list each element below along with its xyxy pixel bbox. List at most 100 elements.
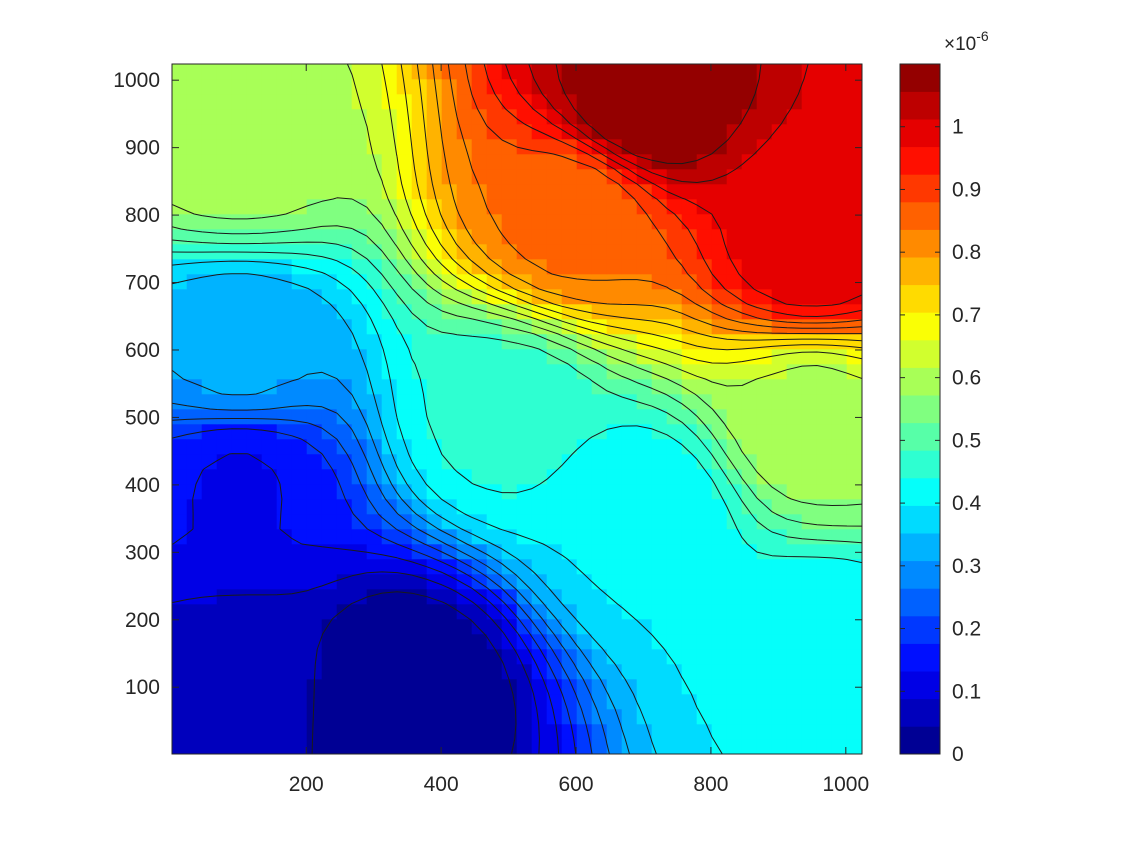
contour-band-cell: [666, 183, 683, 200]
contour-band-cell: [711, 603, 728, 620]
contour-band-cell: [516, 348, 533, 365]
contour-band-cell: [441, 663, 458, 680]
contour-band-cell: [831, 453, 848, 470]
contour-band-cell: [711, 678, 728, 695]
contour-band-cell: [606, 603, 623, 620]
contour-band-cell: [591, 273, 608, 290]
contour-band-cell: [771, 153, 788, 170]
contour-band-cell: [786, 64, 803, 80]
contour-band-cell: [696, 663, 713, 680]
contour-band-cell: [351, 303, 368, 320]
contour-band-cell: [801, 243, 818, 260]
contour-band-cell: [381, 93, 398, 110]
contour-band-cell: [726, 153, 743, 170]
contour-band-cell: [411, 168, 428, 185]
contour-band-cell: [501, 498, 518, 515]
contour-band-cell: [546, 273, 563, 290]
contour-band-cell: [786, 663, 803, 680]
contour-band-cell: [666, 663, 683, 680]
contour-band-cell: [531, 708, 548, 725]
contour-band-cell: [246, 348, 263, 365]
y-tick-label: 1000: [113, 69, 160, 92]
colorbar-tick-label: 0.2: [952, 618, 981, 641]
contour-band-cell: [591, 723, 608, 740]
contour-band-cell: [186, 573, 203, 590]
contour-band-cell: [246, 363, 263, 380]
contour-band-cell: [501, 468, 518, 485]
contour-band-cell: [606, 528, 623, 545]
contour-band-cell: [231, 78, 248, 95]
colorbar-band: [900, 63, 940, 92]
colorbar-band: [900, 118, 940, 148]
contour-band-cell: [471, 123, 488, 140]
contour-band-cell: [456, 663, 473, 680]
contour-band-cell: [276, 498, 293, 515]
contour-band-cell: [186, 198, 203, 215]
contour-band-cell: [741, 693, 758, 710]
contour-band-cell: [741, 363, 758, 380]
contour-band-cell: [696, 693, 713, 710]
contour-band-cell: [606, 93, 623, 110]
contour-band-cell: [396, 483, 413, 500]
contour-band-cell: [591, 393, 608, 410]
contour-band-cell: [201, 318, 218, 335]
contour-band-cell: [771, 288, 788, 305]
contour-band-cell: [486, 708, 503, 725]
contour-band-cell: [441, 708, 458, 725]
contour-band-cell: [651, 168, 668, 185]
contour-band-cell: [801, 348, 818, 365]
contour-band-cell: [276, 108, 293, 125]
contour-band-cell: [441, 258, 458, 275]
contour-band-cell: [276, 588, 293, 605]
contour-band-cell: [246, 258, 263, 275]
contour-band-cell: [456, 438, 473, 455]
x-axis: 200 400 600 800 1000: [289, 64, 869, 796]
contour-band-cell: [172, 183, 188, 200]
contour-band-cell: [591, 288, 608, 305]
contour-band-cell: [531, 213, 548, 230]
contour-band-cell: [516, 453, 533, 470]
contour-band-cell: [426, 693, 443, 710]
contour-band-cell: [546, 213, 563, 230]
contour-band-cell: [366, 438, 383, 455]
contour-band-cell: [621, 708, 638, 725]
contour-band-cell: [201, 543, 218, 560]
contour-band-cell: [201, 498, 218, 515]
contour-band-cell: [231, 363, 248, 380]
contour-band-cell: [771, 633, 788, 650]
contour-band-cell: [681, 483, 698, 500]
contour-band-cell: [441, 393, 458, 410]
contour-band-cell: [666, 603, 683, 620]
contour-band-cell: [546, 438, 563, 455]
contour-band-cell: [531, 273, 548, 290]
contour-band-cell: [606, 183, 623, 200]
contour-band-cell: [831, 183, 848, 200]
colorbar-ticks: 00.10.20.30.40.50.60.70.80.91: [900, 116, 982, 766]
contour-band-cell: [846, 93, 862, 110]
contour-band-cell: [516, 678, 533, 695]
contour-line: [172, 260, 723, 754]
contour-band-cell: [756, 333, 773, 350]
contour-band-cell: [561, 213, 578, 230]
contour-band-cell: [606, 138, 623, 155]
contour-band-cell: [172, 708, 188, 725]
contour-band-cell: [696, 408, 713, 425]
contour-band-cell: [786, 693, 803, 710]
contour-band-cell: [186, 498, 203, 515]
contour-band-cell: [531, 513, 548, 530]
contour-band-cell: [411, 408, 428, 425]
contour-band-cell: [741, 708, 758, 725]
contour-band-cell: [351, 468, 368, 485]
contour-band-cell: [201, 273, 218, 290]
contour-band-cell: [696, 64, 713, 80]
contour-band-cell: [531, 498, 548, 515]
contour-band-cell: [591, 228, 608, 245]
contour-band-cell: [696, 123, 713, 140]
contour-band-cell: [816, 468, 833, 485]
contour-band-cell: [336, 363, 353, 380]
contour-band-cell: [711, 573, 728, 590]
contour-band-cell: [441, 738, 458, 754]
contour-band-cell: [246, 318, 263, 335]
contour-band-cell: [261, 723, 278, 740]
contour-band-cell: [666, 153, 683, 170]
